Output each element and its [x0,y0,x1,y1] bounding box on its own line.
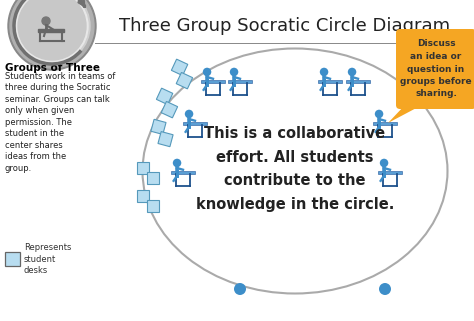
Bar [318,80,342,83]
Circle shape [8,0,96,70]
Bar [137,162,149,174]
Circle shape [234,283,246,295]
Bar [373,122,397,125]
Circle shape [14,0,90,64]
Bar [201,80,225,83]
Bar [147,200,159,212]
Bar [137,190,149,202]
Circle shape [10,0,94,68]
Circle shape [18,0,86,60]
Bar [156,88,173,105]
Circle shape [380,159,388,167]
Circle shape [203,68,211,76]
Circle shape [348,68,356,76]
Bar [147,172,159,184]
Bar [5,252,20,266]
Circle shape [42,17,50,25]
Bar [171,170,195,174]
Bar [151,119,166,134]
FancyBboxPatch shape [396,29,474,109]
Bar [158,132,173,147]
Bar [378,170,402,174]
Circle shape [375,110,383,118]
Bar [228,80,252,83]
Circle shape [379,283,391,295]
Circle shape [320,68,328,76]
Circle shape [185,110,193,118]
Bar [172,59,188,75]
Text: Groups of Three: Groups of Three [5,63,100,73]
Text: Discuss
an idea or
question in
groups before
sharing.: Discuss an idea or question in groups be… [400,39,472,99]
Circle shape [230,68,238,76]
Text: This is a collaborative
effort. All students
contribute to the
knowledge in the : This is a collaborative effort. All stud… [196,126,394,212]
Text: Represents
student
desks: Represents student desks [24,243,72,274]
Bar [346,80,370,83]
Circle shape [16,0,88,62]
Bar [161,101,178,118]
Bar [38,29,64,32]
Text: Three Group Socratic Circle Diagram: Three Group Socratic Circle Diagram [119,17,451,35]
Circle shape [173,159,181,167]
Bar [183,122,207,125]
Polygon shape [388,105,422,123]
Bar [176,73,192,89]
Text: Students work in teams of
three during the Socratic
seminar. Groups can talk
onl: Students work in teams of three during t… [5,72,115,173]
